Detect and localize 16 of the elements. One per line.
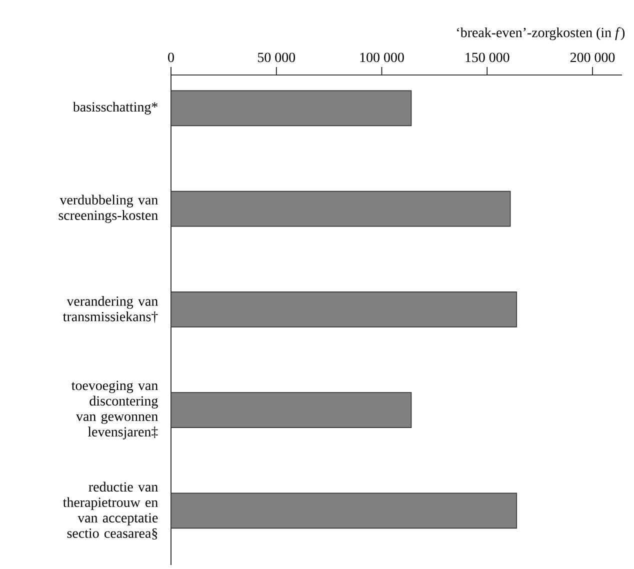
y-tick-label: basisschatting* — [72, 102, 158, 115]
bar — [171, 392, 412, 428]
x-tick-label: 0 — [168, 52, 174, 62]
bar — [171, 292, 518, 328]
y-tick-label: verdubbeling van screenings-kosten — [58, 194, 158, 223]
bar — [171, 492, 518, 529]
bar — [171, 90, 412, 126]
x-tick-label: 150 000 — [466, 52, 510, 62]
x-tick-label: 50 000 — [258, 52, 296, 62]
y-tick-label: reductie van therapietrouw en van acceptatie sectio ceasarea§ — [63, 482, 158, 540]
x-tick-label: 200 000 — [570, 52, 615, 62]
y-tick-label: verandering van transmissiekans† — [62, 296, 158, 323]
bar — [171, 190, 511, 227]
x-axis-title: ‘break-even’-zorgkosten (in f) — [457, 27, 625, 40]
x-tick-label: 100 000 — [360, 52, 404, 62]
y-tick-label: toevoeging van discontering van gewonnen levensjaren‡ — [72, 380, 158, 440]
